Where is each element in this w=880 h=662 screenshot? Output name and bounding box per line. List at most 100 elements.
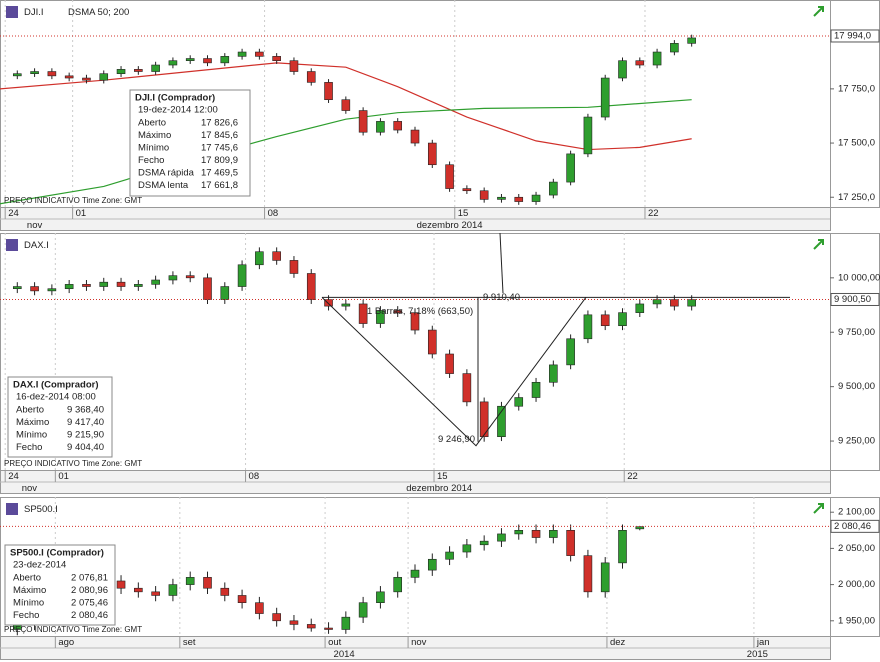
last-price-label: 17 994,0: [834, 30, 871, 41]
x-tick-label: 15: [437, 471, 448, 482]
x-tick-label: 24: [8, 208, 19, 219]
x-tick-label: out: [328, 637, 342, 648]
info-title: DJI.I (Comprador): [135, 93, 215, 104]
candle-body: [462, 188, 472, 192]
candle-body: [445, 551, 454, 560]
info-row-value: 17 745,6: [201, 143, 238, 154]
candle-body: [151, 64, 160, 72]
candle-body: [203, 58, 212, 64]
y-tick-label: 9 250,00: [838, 436, 875, 447]
candle-body: [462, 373, 472, 403]
info-row-label: DSMA lenta: [138, 180, 189, 191]
candle-body: [289, 60, 299, 72]
info-box: [129, 89, 251, 197]
candle-body: [168, 60, 178, 66]
x-tick-label: jan: [756, 637, 770, 648]
info-box: [7, 376, 113, 458]
candle-body: [410, 129, 420, 144]
candle-body: [670, 43, 679, 53]
candle-body: [618, 312, 627, 327]
candle-body: [134, 587, 143, 593]
candle-body: [635, 60, 645, 66]
info-row-value: 2 076,81: [71, 573, 108, 584]
candle-body: [427, 142, 437, 166]
plot-frame: [0, 0, 831, 208]
candle-body: [479, 190, 489, 200]
candle-body: [618, 530, 627, 564]
info-row-label: Máximo: [16, 417, 49, 428]
footer-note: PREÇO INDICATIVO Time Zone: GMT: [4, 459, 142, 468]
x-tick-label: 15: [458, 208, 469, 219]
info-row-value: 17 469,5: [201, 168, 238, 179]
candle-body: [12, 286, 22, 290]
last-price-box: [830, 519, 880, 533]
trend-icon: [813, 239, 824, 250]
candle-body: [30, 286, 39, 292]
candle-body: [341, 99, 351, 111]
candle-body: [635, 303, 645, 313]
candle-body: [168, 584, 178, 596]
candle-body: [687, 299, 696, 307]
candle-body: [445, 164, 454, 189]
candle-body: [549, 364, 558, 383]
candle-body: [358, 110, 368, 133]
candle-body: [116, 281, 126, 287]
candle-body: [410, 312, 420, 331]
candle-body: [237, 51, 247, 57]
candle-body: [237, 595, 247, 603]
candle-body: [497, 533, 506, 542]
candle-body: [497, 405, 506, 438]
info-row-value: 9 215,90: [67, 430, 104, 441]
candle-body: [583, 314, 593, 340]
info-row-value: 2 080,46: [71, 610, 108, 621]
candle-body: [99, 281, 109, 287]
candle-body: [203, 577, 212, 589]
candle-body: [549, 530, 558, 538]
candle-body: [47, 71, 57, 77]
y-tick-label: 2 050,00: [838, 543, 875, 554]
candle-body: [635, 526, 645, 530]
footer-note: PREÇO INDICATIVO Time Zone: GMT: [4, 196, 142, 205]
x-tick-label: 08: [268, 208, 279, 219]
candle-body: [237, 264, 247, 287]
x-tick-label: 01: [58, 471, 69, 482]
indicator-label: DSMA 50; 200: [68, 7, 129, 18]
candle-body: [566, 338, 575, 366]
candle-body: [82, 284, 91, 287]
x-tick-label: 01: [76, 208, 87, 219]
candle-body: [64, 284, 74, 290]
candle-body: [151, 591, 160, 596]
candle-body: [185, 577, 195, 585]
candle-body: [358, 602, 368, 618]
symbol-icon: [6, 6, 18, 18]
candle-body: [116, 580, 126, 589]
candle-body: [220, 286, 230, 300]
trend-line: [321, 296, 587, 447]
x-tick-label: set: [183, 637, 196, 648]
info-row-value: 2 075,46: [71, 598, 108, 609]
candle-body: [168, 275, 178, 281]
trend-icon: [813, 503, 824, 514]
candle-body: [324, 299, 333, 307]
candle-body: [393, 121, 403, 131]
candle-body: [306, 71, 316, 83]
plot-frame: [0, 233, 831, 471]
candle-body: [185, 275, 195, 279]
info-title: DAX.I (Comprador): [13, 380, 99, 391]
annotation-label: 9 246,90: [438, 434, 475, 445]
candle-body: [376, 310, 385, 324]
candle-body: [255, 602, 264, 614]
candle-body: [566, 530, 575, 556]
y-tick-label: 17 750,0: [838, 83, 875, 94]
candle-body: [324, 82, 333, 101]
candle-body: [289, 620, 299, 625]
info-row-label: Mínimo: [13, 598, 44, 609]
info-row-value: 17 845,6: [201, 130, 238, 141]
candle-body: [376, 121, 385, 133]
candle-body: [670, 299, 679, 307]
candle-body: [514, 397, 524, 407]
footer-note: PREÇO INDICATIVO Time Zone: GMT: [4, 625, 142, 634]
info-date: 16-dez-2014 08:00: [16, 392, 96, 403]
candle-body: [324, 627, 333, 630]
candle-body: [410, 569, 420, 578]
